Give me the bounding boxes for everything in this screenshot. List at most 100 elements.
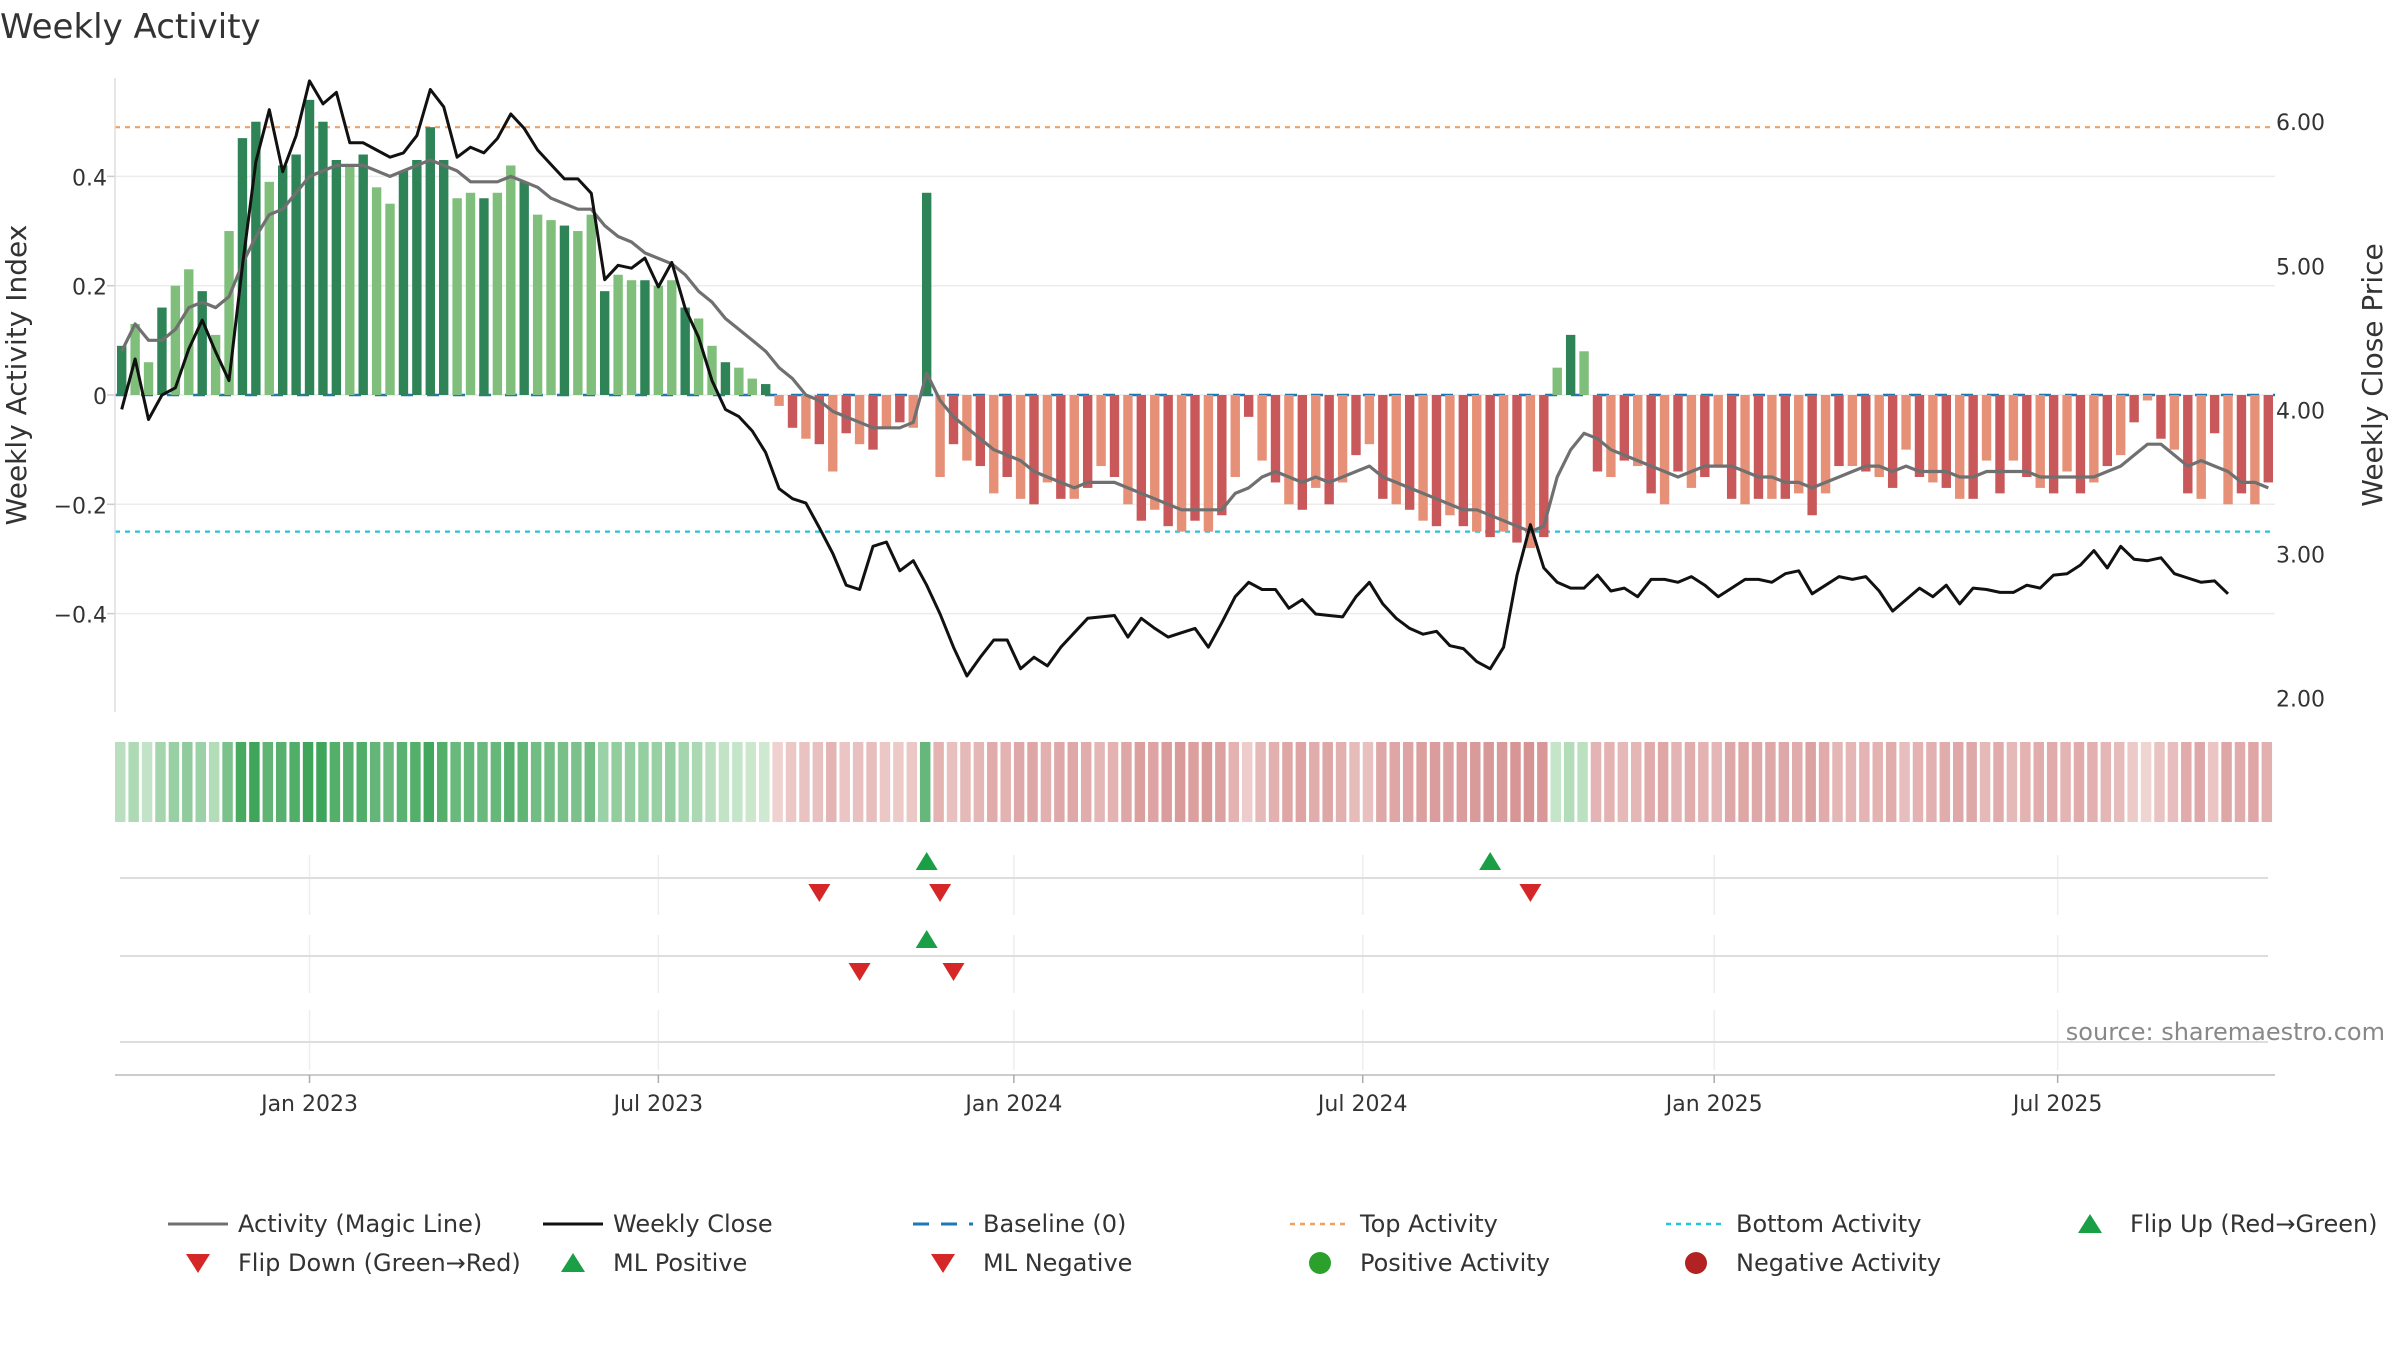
activity-bar [1109,395,1120,477]
activity-bar [1834,395,1844,467]
activity-bar [304,99,315,396]
heat-strip-cell [195,742,206,822]
heat-strip-cell [275,742,287,822]
series-lines [120,79,2269,678]
heat-strip-cell [1443,742,1454,822]
activity-bar [2142,395,2153,401]
heat-strip-cell [946,742,958,822]
x-tick-label: Jul 2025 [2011,1092,2103,1117]
activity-bar [747,378,757,395]
heat-strip-cell [665,742,676,822]
flip-marker-panels [120,852,2268,1070]
heat-strip-cell [1590,742,1602,822]
heat-strip-cell [1684,742,1696,822]
legend-swatch [2078,1214,2102,1233]
heat-strip-cell [1751,742,1763,822]
legend-swatch [561,1253,585,1272]
heat-strip-cell [1845,742,1857,822]
activity-bar [1378,395,1388,499]
heat-strip-cell [1832,742,1843,822]
activity-bar [264,181,274,395]
y-tick-label: −0.2 [54,494,107,519]
heat-strip-cell [2207,742,2219,822]
heat-strip-cell [208,742,220,822]
legend-swatch [931,1254,955,1273]
heat-strip-cell [1724,742,1736,822]
heat-strip-cell [1885,742,1897,822]
activity-bar [1767,395,1777,499]
activity-bar [1351,395,1361,456]
activity-bar [989,395,999,494]
activity-bar [425,127,435,396]
heat-strip-cell [1926,742,1937,822]
activity-bar [1539,395,1549,538]
activity-bar [1243,395,1254,417]
heat-strip-cell [1402,742,1414,822]
heat-strip-cell [1496,742,1508,822]
activity-bar [895,395,905,423]
activity-bar [948,395,959,445]
activity-bar [1847,395,1858,467]
heat-strip-cell [2033,742,2044,822]
heat-strip-cell [839,742,850,822]
activity-bar [1740,395,1750,505]
heat-strip-cell [1027,742,1038,822]
heat-strip-cell [423,742,435,822]
legend-item: Positive Activity [1309,1249,1550,1277]
heat-strip-cell [2221,742,2232,822]
activity-bar [1606,395,1616,477]
y-tick-label: 0 [93,385,107,410]
x-tick-label: Jul 2024 [1316,1092,1408,1117]
heat-strip-cell [933,742,944,822]
heat-strip-cell [1671,742,1682,822]
heat-strip-cell [1577,742,1588,822]
activity-bar [975,395,986,467]
activity-bar [479,198,489,395]
activity-bar [921,192,932,395]
activity-bar [1002,395,1012,477]
activity-bar [667,280,677,395]
heat-strip-cell [477,742,488,822]
heat-strip-cell [1107,742,1119,822]
legend-item: Activity (Magic Line) [168,1210,482,1238]
heat-strip-cell [1188,742,1199,822]
heat-strip-cell [2087,742,2098,822]
activity-bar [1324,395,1334,505]
heat-strip-cell [2154,742,2165,822]
activity-bar [1565,334,1576,395]
activity-bar [868,395,878,450]
legend-item: Negative Activity [1685,1249,1941,1277]
activity-bar [2169,395,2180,450]
heat-strip-cell [1349,742,1360,822]
heat-strip-cell [2020,742,2031,822]
activity-bar [1914,395,1925,477]
heat-strip-cell [678,742,689,822]
heat-strip-cell [1174,742,1186,822]
heat-strip-cell [1309,742,1320,822]
activity-bar [841,395,851,434]
heat-strip-cell [289,742,300,822]
activity-bar [1176,395,1187,532]
heat-strip-cell [812,742,824,822]
heat-strip-cell [1148,742,1159,822]
activity-bar [1780,395,1791,499]
legend-label: Weekly Close [613,1210,773,1238]
heat-strip-cell [1335,742,1347,822]
heat-strip-cell [1389,742,1400,822]
heat-strip-cell [852,742,864,822]
activity-bar [519,181,529,395]
x-tick-label: Jul 2023 [612,1092,704,1117]
heat-strip-cell [1899,742,1910,822]
heat-strip-cell [490,742,502,822]
activity-bar [2209,395,2220,434]
legend-item: Top Activity [1290,1210,1498,1238]
heat-strip-cell [1563,742,1575,822]
heat-strip-cell [1953,742,1964,822]
heat-strip-cell [1912,742,1924,822]
heat-strip-cell [906,742,918,822]
heat-strip-cell [1322,742,1333,822]
heat-strip-cell [2181,742,2192,822]
heat-strip-cell [893,742,904,822]
activity-bar [1364,395,1375,445]
activity-bar [358,154,368,395]
